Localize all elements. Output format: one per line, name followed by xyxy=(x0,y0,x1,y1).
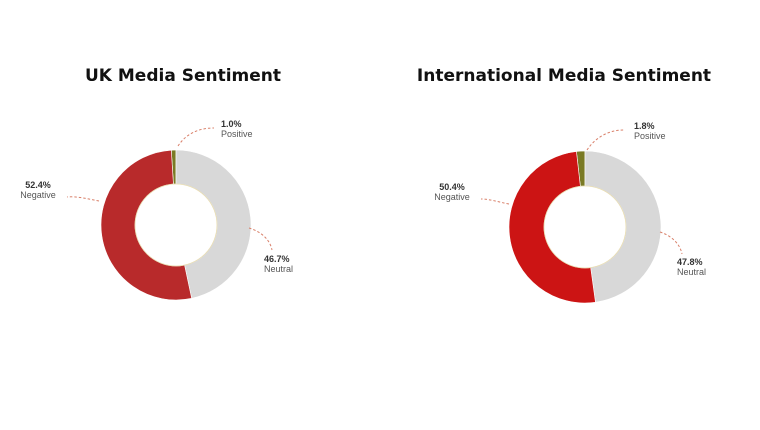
positive-category-label: Positive xyxy=(634,131,666,141)
neutral-slice xyxy=(175,149,252,299)
callouts: 1.0%Positive 46.7%Neutral 52.4%Negative xyxy=(20,119,293,274)
neutral-category-label: Neutral xyxy=(264,264,293,274)
chart-title: UK Media Sentiment xyxy=(84,66,282,86)
uk-chart-panel: UK Media Sentiment 1.0% Positive 46.7% Neut… xyxy=(20,66,293,301)
inner-ring xyxy=(543,185,627,269)
neutral-slice xyxy=(584,150,662,303)
slices xyxy=(100,149,252,301)
positive-category-label: Positive xyxy=(221,129,253,139)
neutral-callout-arrow xyxy=(659,231,683,255)
negative-category-label: Negative xyxy=(434,192,470,202)
positive-callout-arrow xyxy=(586,129,625,151)
chart-title: International Media Sentiment xyxy=(416,66,712,86)
callouts: 1.8%Positive 47.8%Neutral 50.4%Negative xyxy=(434,121,706,277)
positive-callout-arrow xyxy=(177,127,215,147)
international-chart-panel: International Media Sentiment 1.8% Positi… xyxy=(380,0,760,430)
negative-callout-arrow xyxy=(66,196,100,202)
positive-value-label: 1.8% xyxy=(634,121,655,131)
slices xyxy=(508,150,662,304)
negative-value-label: 52.4% xyxy=(25,180,51,190)
neutral-value-label: 46.7% xyxy=(264,254,290,264)
neutral-category-label: Neutral xyxy=(677,267,706,277)
negative-value-label: 50.4% xyxy=(439,182,465,192)
inner-ring xyxy=(134,183,218,267)
positive-value-label: 1.0% xyxy=(221,119,242,129)
negative-callout-arrow xyxy=(480,198,510,205)
international-donut-chart: 1.8%Positive 47.8%Neutral 50.4%Negative xyxy=(434,121,706,304)
uk-donut-chart: 1.0%Positive 46.7%Neutral 52.4%Negative xyxy=(20,119,293,301)
neutral-value-label: 47.8% xyxy=(677,257,703,267)
neutral-callout-arrow xyxy=(248,227,273,251)
negative-category-label: Negative xyxy=(20,190,56,200)
